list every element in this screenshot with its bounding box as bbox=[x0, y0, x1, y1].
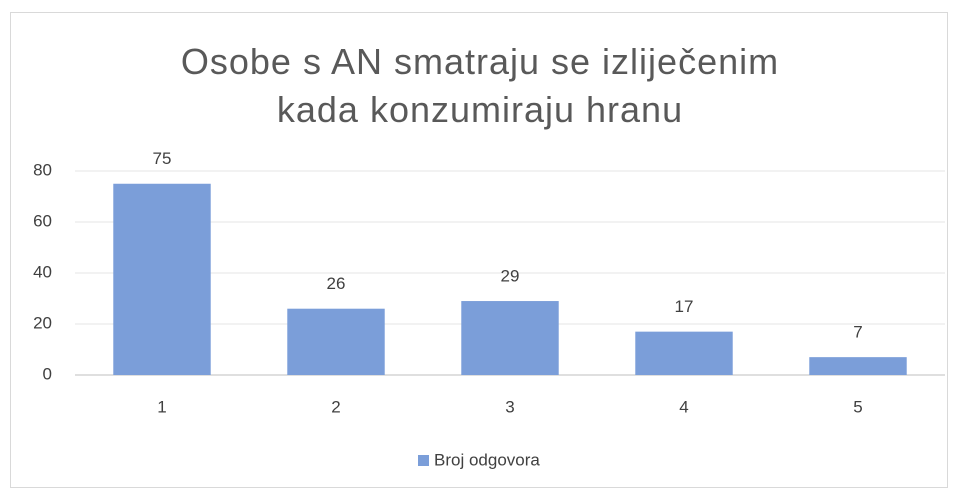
x-tick-label: 4 bbox=[679, 397, 688, 416]
legend-label: Broj odgovora bbox=[434, 450, 540, 469]
x-tick-label: 3 bbox=[505, 397, 514, 416]
bar bbox=[461, 301, 559, 375]
legend-swatch bbox=[418, 455, 429, 466]
data-label: 29 bbox=[501, 267, 520, 286]
bar bbox=[287, 308, 385, 375]
chart-frame bbox=[10, 12, 948, 488]
bar bbox=[113, 183, 211, 375]
y-tick-label: 20 bbox=[33, 313, 52, 332]
bar bbox=[635, 331, 733, 375]
y-tick-label: 40 bbox=[33, 262, 52, 281]
data-label: 26 bbox=[327, 274, 346, 293]
x-tick-label: 5 bbox=[853, 397, 862, 416]
data-label: 75 bbox=[153, 149, 172, 168]
y-tick-label: 60 bbox=[33, 211, 52, 230]
data-label: 7 bbox=[853, 323, 862, 342]
bar bbox=[809, 357, 907, 375]
x-tick-label: 2 bbox=[331, 397, 340, 416]
x-tick-label: 1 bbox=[157, 397, 166, 416]
y-tick-label: 0 bbox=[43, 364, 52, 383]
data-label: 17 bbox=[675, 297, 694, 316]
chart-title: Osobe s AN smatraju se izliječenim kada … bbox=[180, 41, 780, 130]
y-tick-label: 80 bbox=[33, 160, 52, 179]
